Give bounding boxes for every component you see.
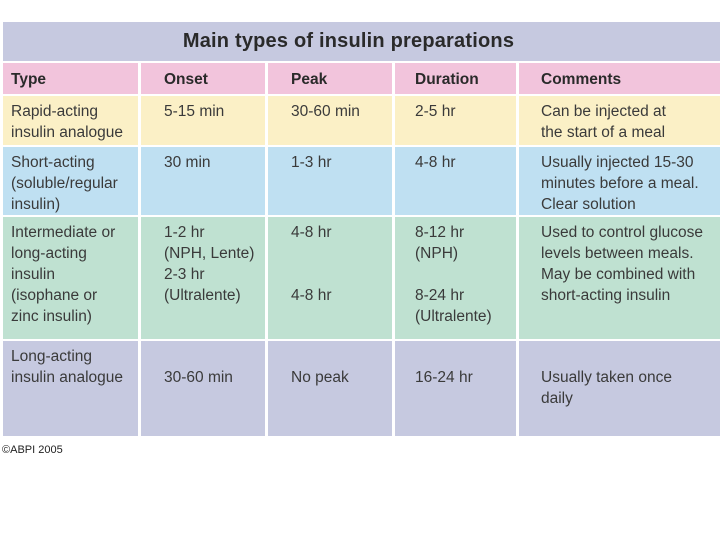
header-type: Type bbox=[3, 63, 138, 94]
cell-onset: 30-60 min bbox=[141, 341, 265, 436]
cell-duration: 8-12 hr (NPH) 8-24 hr (Ultralente) bbox=[395, 217, 516, 339]
cell-duration: 2-5 hr bbox=[395, 96, 516, 145]
cell-onset: 1-2 hr (NPH, Lente) 2-3 hr (Ultralente) bbox=[141, 217, 265, 339]
cell-peak: 30-60 min bbox=[268, 96, 392, 145]
cell-peak: No peak bbox=[268, 341, 392, 436]
cell-duration: 4-8 hr bbox=[395, 147, 516, 215]
insulin-table: Main types of insulin preparations Type … bbox=[0, 22, 720, 436]
header-row: Type Onset Peak Duration Comments bbox=[0, 63, 720, 94]
header-onset: Onset bbox=[141, 63, 265, 94]
header-duration: Duration bbox=[395, 63, 516, 94]
header-comments: Comments bbox=[519, 63, 720, 94]
cell-comments: Can be injected at the start of a meal bbox=[519, 96, 720, 145]
table-row-short-acting: Short-acting (soluble/regular insulin) 3… bbox=[0, 147, 720, 215]
cell-comments: Usually injected 15-30 minutes before a … bbox=[519, 147, 720, 215]
cell-type: Intermediate or long-acting insulin (iso… bbox=[3, 217, 138, 339]
table-title-bar: Main types of insulin preparations bbox=[3, 22, 720, 61]
cell-peak: 4-8 hr 4-8 hr bbox=[268, 217, 392, 339]
cell-type: Rapid-acting insulin analogue bbox=[3, 96, 138, 145]
cell-comments: Used to control glucose levels between m… bbox=[519, 217, 720, 339]
cell-comments: Usually taken once daily bbox=[519, 341, 720, 436]
cell-onset: 30 min bbox=[141, 147, 265, 215]
cell-duration: 16-24 hr bbox=[395, 341, 516, 436]
cell-peak: 1-3 hr bbox=[268, 147, 392, 215]
table-row-intermediate: Intermediate or long-acting insulin (iso… bbox=[0, 217, 720, 339]
table-title: Main types of insulin preparations bbox=[182, 30, 515, 52]
table-row-rapid-acting: Rapid-acting insulin analogue 5-15 min 3… bbox=[0, 96, 720, 145]
cell-type: Short-acting (soluble/regular insulin) bbox=[3, 147, 138, 215]
copyright-notice: ©ABPI 2005 bbox=[2, 444, 63, 456]
cell-type: Long-acting insulin analogue bbox=[3, 341, 138, 436]
table-row-long-acting: Long-acting insulin analogue 30-60 min N… bbox=[0, 341, 720, 436]
cell-onset: 5-15 min bbox=[141, 96, 265, 145]
header-peak: Peak bbox=[268, 63, 392, 94]
